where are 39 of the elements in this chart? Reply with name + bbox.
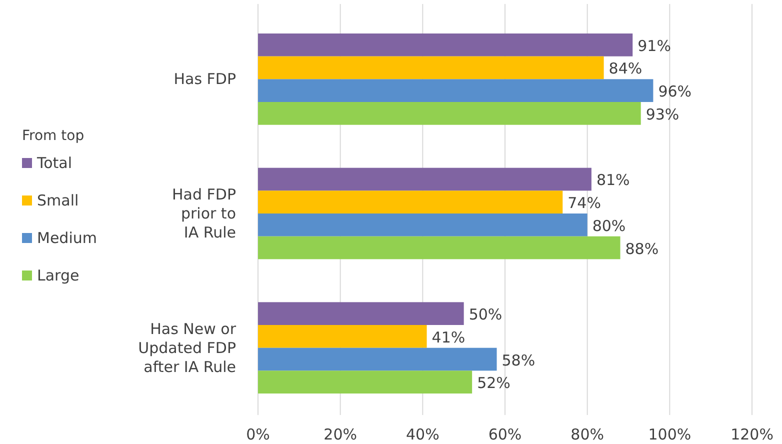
bar xyxy=(258,56,604,80)
legend-label: Medium xyxy=(37,229,97,247)
x-tick-label: 40% xyxy=(406,426,440,444)
x-tick-label: 100% xyxy=(648,426,692,444)
legend-label: Total xyxy=(36,154,72,172)
data-label: 93% xyxy=(646,105,680,124)
data-label: 84% xyxy=(608,60,642,78)
y-tick-label: Had FDP prior to IA Rule xyxy=(172,186,236,242)
y-tick-label: Has New or Updated FDP after IA Rule xyxy=(138,320,237,376)
bar xyxy=(258,102,641,125)
data-label: 41% xyxy=(432,328,466,346)
x-tick-label: 20% xyxy=(324,426,358,444)
bar xyxy=(258,302,464,325)
bar xyxy=(258,370,472,394)
bar xyxy=(258,33,633,56)
x-tick-label: 80% xyxy=(570,426,604,444)
bar xyxy=(258,236,620,260)
data-label: 88% xyxy=(625,240,659,258)
x-tick-label: 120% xyxy=(730,426,774,444)
data-label: 80% xyxy=(592,216,626,235)
legend-label: Small xyxy=(37,192,79,210)
data-label: 58% xyxy=(502,351,536,370)
data-label: 50% xyxy=(468,306,502,324)
data-label: 91% xyxy=(638,36,671,55)
bar xyxy=(258,168,592,191)
bar xyxy=(258,324,427,348)
data-label: 81% xyxy=(596,171,630,190)
x-tick-label: 0% xyxy=(246,426,270,444)
data-label: 74% xyxy=(568,194,601,212)
bar xyxy=(258,79,654,102)
data-label: 96% xyxy=(658,82,692,101)
legend-label: Large xyxy=(37,266,80,284)
x-tick-label: 60% xyxy=(488,426,522,444)
bar xyxy=(258,214,588,236)
y-tick-label: Has FDP xyxy=(174,70,236,88)
bar xyxy=(258,190,563,214)
bar xyxy=(258,348,497,371)
legend-title: From top xyxy=(22,128,84,144)
data-label: 52% xyxy=(477,374,510,392)
